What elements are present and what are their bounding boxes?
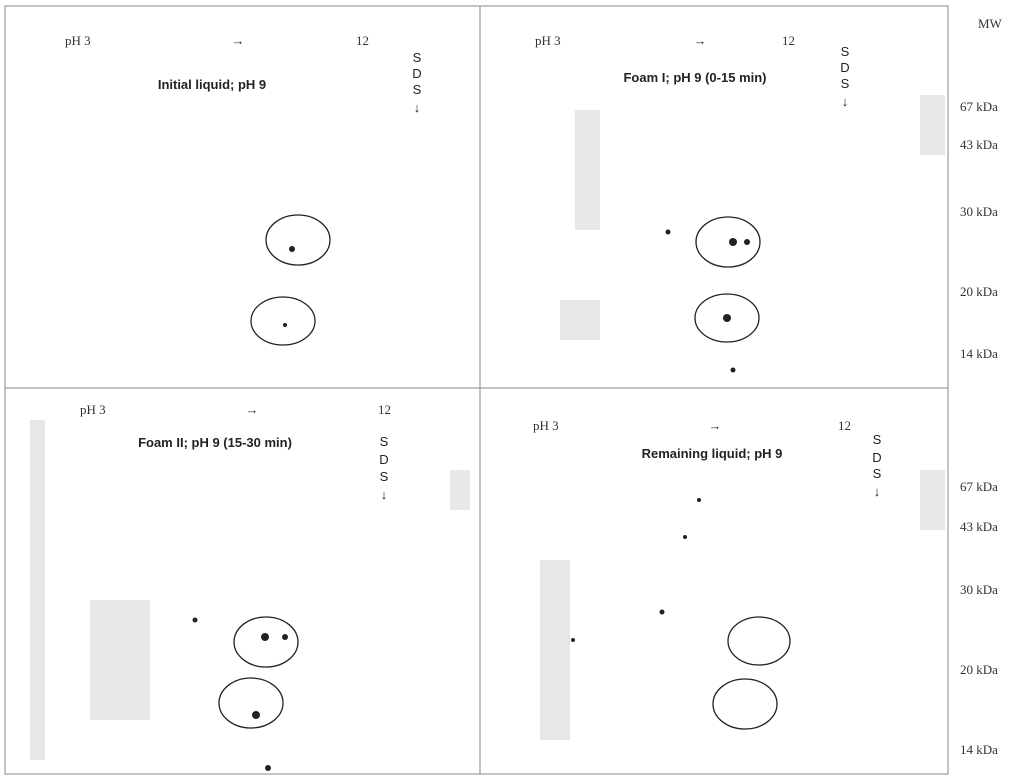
ph-arrow: → xyxy=(246,402,259,417)
sds-label: D xyxy=(872,450,881,465)
sds-label: S xyxy=(873,432,882,447)
mw-label: 43 kDa xyxy=(960,137,998,152)
mw-label: 30 kDa xyxy=(960,582,998,597)
mw-label: 14 kDa xyxy=(960,742,998,757)
panel-title: Remaining liquid; pH 9 xyxy=(642,446,783,461)
mw-title: MW xyxy=(978,16,1003,31)
panel-title: Initial liquid; pH 9 xyxy=(158,77,266,92)
mw-label: 67 kDa xyxy=(960,99,998,114)
sds-label: ↓ xyxy=(842,94,849,109)
ph-arrow: → xyxy=(694,33,707,48)
mw-label: 20 kDa xyxy=(960,284,998,299)
ph-start: pH 3 xyxy=(65,33,91,48)
ph-end: 12 xyxy=(378,402,391,417)
ph-start: pH 3 xyxy=(535,33,561,48)
ph-arrow: → xyxy=(709,418,722,433)
ph-end: 12 xyxy=(782,33,795,48)
sds-label: D xyxy=(412,66,421,81)
ph-start: pH 3 xyxy=(533,418,559,433)
mw-label: 20 kDa xyxy=(960,662,998,677)
figure: pH 3→12Initial liquid; pH 9SDS↓pH 3→12Fo… xyxy=(0,0,1019,778)
mw-label: 43 kDa xyxy=(960,519,998,534)
sds-label: D xyxy=(840,60,849,75)
sds-label: ↓ xyxy=(414,100,421,115)
sds-label: ↓ xyxy=(381,487,388,502)
panel-title: Foam I; pH 9 (0-15 min) xyxy=(623,70,766,85)
sds-label: S xyxy=(841,76,850,91)
sds-label: S xyxy=(873,466,882,481)
ph-end: 12 xyxy=(838,418,851,433)
ph-end: 12 xyxy=(356,33,369,48)
sds-label: S xyxy=(841,44,850,59)
panel-title: Foam II; pH 9 (15-30 min) xyxy=(138,435,292,450)
mw-label: 67 kDa xyxy=(960,479,998,494)
mw-label: 30 kDa xyxy=(960,204,998,219)
mw-label: 14 kDa xyxy=(960,346,998,361)
ph-arrow: → xyxy=(232,33,245,48)
background xyxy=(0,0,1019,778)
ph-start: pH 3 xyxy=(80,402,106,417)
sds-label: S xyxy=(413,50,422,65)
sds-label: S xyxy=(380,469,389,484)
sds-label: D xyxy=(379,452,388,467)
sds-label: S xyxy=(380,434,389,449)
sds-label: S xyxy=(413,82,422,97)
sds-label: ↓ xyxy=(874,484,881,499)
